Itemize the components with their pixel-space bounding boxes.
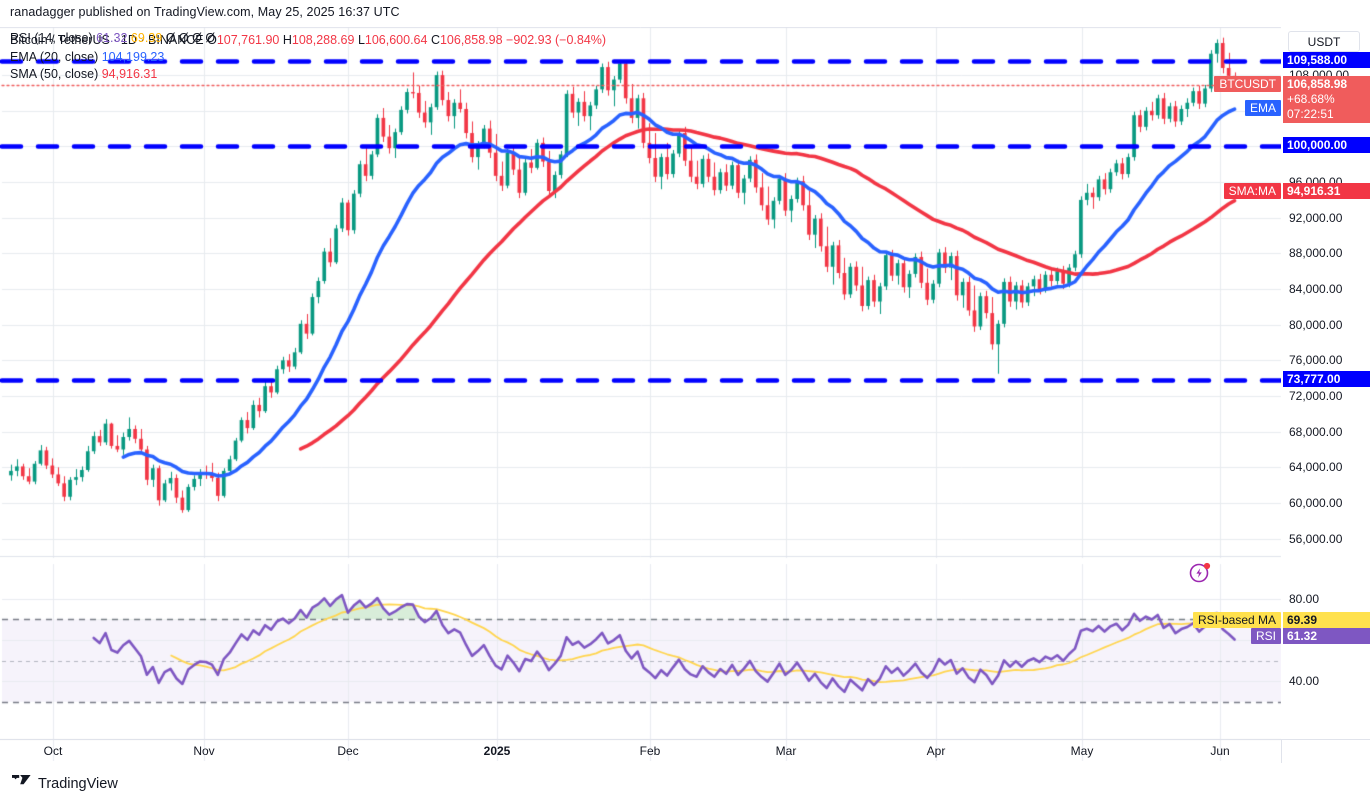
rsi-ma-value-chip[interactable]: 69.39 [1283, 611, 1370, 628]
time-axis-divider [0, 739, 1370, 740]
last-price-chip[interactable]: 106,858.98 +68.68% 07:22:51 [1283, 76, 1370, 124]
price-tick: 80,000.00 [1289, 317, 1343, 332]
time-axis-label: May [1070, 744, 1094, 758]
last-price-change: +68.68% [1287, 92, 1335, 107]
rsi-empty-3: Ø [192, 31, 202, 45]
price-tick: 76,000.00 [1289, 353, 1343, 368]
rsi-tick: 40.00 [1289, 674, 1320, 689]
price-tick: 68,000.00 [1289, 424, 1343, 439]
rsi-empty-4: Ø [205, 31, 216, 45]
sma-price-chip[interactable]: 94,916.31 [1283, 182, 1370, 199]
price-tick: 92,000.00 [1289, 210, 1343, 225]
tradingview-logo: TradingView [12, 775, 118, 793]
support-price-chip[interactable]: 73,777.00 [1283, 371, 1370, 388]
time-axis-label: Mar [775, 744, 797, 758]
bar-countdown: 07:22:51 [1287, 107, 1334, 122]
time-axis-label: Apr [926, 744, 946, 758]
price-tick: 60,000.00 [1289, 495, 1343, 510]
tradingview-wordmark: TradingView [38, 776, 118, 792]
price-tick: 72,000.00 [1289, 389, 1343, 403]
time-axis-label: Jun [1210, 744, 1230, 758]
ema-flag[interactable]: EMA [1244, 99, 1281, 116]
time-axis-label: Oct [43, 744, 63, 758]
rsi-current-value: 61.32 [96, 31, 128, 45]
resistance-price-chip[interactable]: 109,588.00 [1283, 51, 1370, 68]
price-tick: 88,000.00 [1289, 246, 1343, 261]
price-tick: 64,000.00 [1289, 460, 1343, 475]
sma-flag[interactable]: SMA:MA [1223, 182, 1281, 199]
rsi-empty-1: Ø [165, 31, 176, 45]
rsi-value-chip[interactable]: 61.32 [1283, 628, 1370, 645]
last-price-value: 106,858.98 [1287, 77, 1348, 92]
round-level-price-chip[interactable]: 100,000.00 [1283, 137, 1370, 154]
currency-unit-badge[interactable]: USDT [1288, 31, 1360, 52]
price-tick: 84,000.00 [1289, 282, 1343, 297]
time-axis-label: Dec [337, 744, 359, 758]
time-axis-label: Feb [639, 744, 661, 758]
time-axis-right-divider [1281, 739, 1282, 763]
rsi-chart-canvas[interactable] [0, 27, 1370, 761]
chart-frame[interactable]: Bitcoin / TetherUS · 1D · BINANCE O107,7… [0, 27, 1370, 761]
symbol-flag[interactable]: BTCUSDT [1214, 76, 1281, 93]
time-axis[interactable]: Oct Nov Dec 2025 Feb Mar Apr May Jun [0, 739, 1370, 763]
rsi-empty-2: Ø [178, 31, 189, 45]
rsi-ma-current-value: 69.39 [130, 31, 163, 45]
rsi-flag[interactable]: RSI [1250, 628, 1281, 645]
rsi-pane-legend: RSI (14, close) 61.32 69.39 Ø Ø Ø Ø [10, 31, 215, 45]
attribution-text: ranadagger published on TradingView.com,… [10, 5, 400, 19]
rsi-ma-flag[interactable]: RSI-based MA [1192, 611, 1281, 628]
rsi-tick: 80.00 [1289, 591, 1320, 606]
tradingview-mark-icon [12, 775, 32, 793]
time-axis-label: 2025 [483, 744, 511, 758]
price-tick: 56,000.00 [1289, 531, 1343, 546]
rsi-title: RSI (14, close) [10, 31, 93, 45]
time-axis-label: Nov [193, 744, 215, 758]
